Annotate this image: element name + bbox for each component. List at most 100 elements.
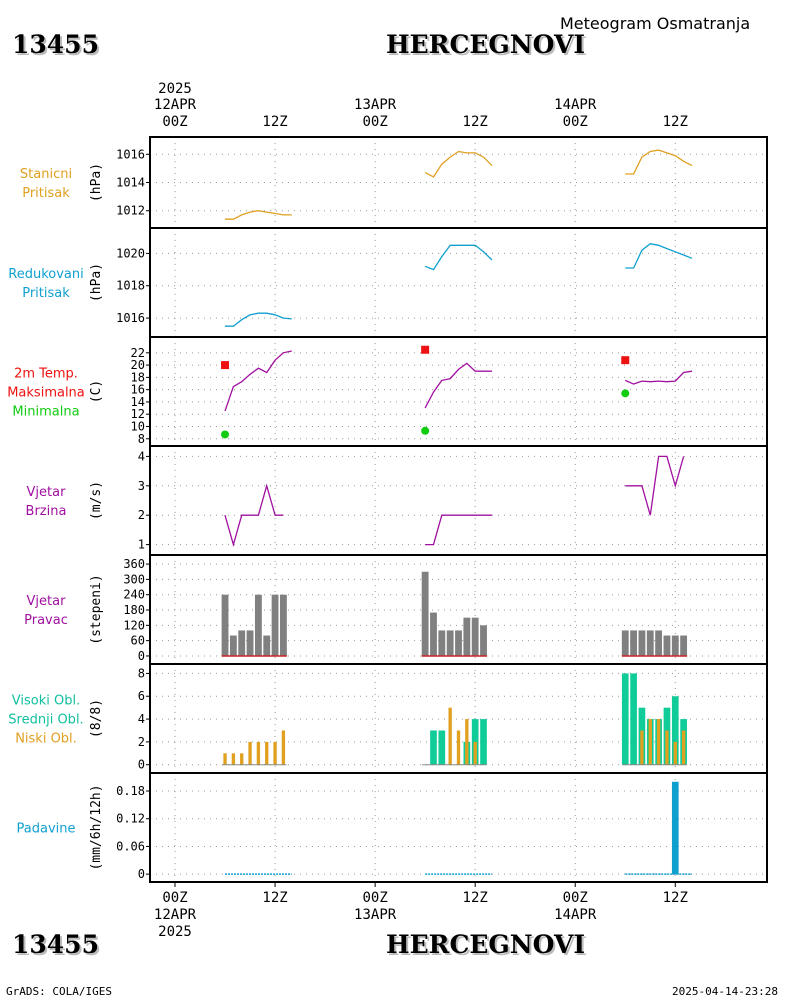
low-cloud-bar [223,753,227,765]
low-cloud-bar [673,741,677,765]
bottom-hour-label: 12Z [262,890,287,906]
bar [430,612,437,656]
y-tick-label: 60 [131,634,145,648]
series-line [625,455,685,516]
y-tick-label: 16 [131,383,145,397]
station-id-top: 13455 [12,30,99,59]
top-hour-label: 00Z [362,114,387,130]
low-cloud-bar [256,741,261,765]
series-line [625,149,693,175]
top-date-label: 14APR [554,97,597,113]
y-tick-label: 0.18 [116,784,145,798]
y-tick-label: 8 [138,432,145,446]
panel-frame [149,227,768,338]
panel-label: Pritisak [22,186,70,201]
bar [271,594,279,656]
series-line [425,514,492,546]
top-date-label: 13APR [354,97,397,113]
panel-label: Pritisak [22,286,70,301]
low-cloud-bar [231,753,236,765]
panel-label: Redukovani [8,267,83,282]
tmin-marker [221,430,230,439]
y-tick-label: 360 [123,557,145,571]
y-tick-label: 6 [138,689,145,703]
tmax-marker [221,361,230,370]
low-cloud-bar [456,730,461,765]
series-line [625,243,693,269]
bar [279,594,287,656]
low-cloud-bar [273,741,277,765]
y-tick-label: 0 [138,867,145,881]
y-tick-label: 3 [138,479,145,493]
y-tick-label: 4 [138,712,145,726]
top-hour-label: 00Z [162,114,187,130]
bar [621,630,629,656]
bar [671,635,679,656]
y-tick-label: 0 [138,758,145,772]
panel-frame [149,445,768,556]
panel-frame [149,772,768,883]
panel-label: Niski Obl. [15,732,77,747]
bar [438,630,446,656]
bar [655,630,663,656]
series-line [424,362,492,409]
high-cloud-bar [621,673,629,765]
series-line [224,483,284,547]
top-hour-label: 00Z [563,114,588,130]
panel-label: Visoki Obl. [12,694,80,709]
y-tick-label: 22 [131,346,145,360]
y-tick-label: 18 [131,370,145,384]
bottom-date-label: 12APR [154,907,197,923]
low-cloud-bar [473,741,477,765]
y-tick-label: 1020 [116,246,145,260]
top-year-label: 2025 [158,81,192,97]
bar [446,630,454,656]
bottom-hour-label: 12Z [663,890,688,906]
y-tick-label: 8 [138,666,145,680]
tmax-marker [421,345,430,354]
bar [254,594,262,656]
y-axis-unit: (hPa) [89,263,104,302]
y-tick-label: 4 [138,449,145,463]
series-line [224,350,292,412]
low-cloud-bar [240,753,244,765]
bar [455,630,462,656]
y-tick-label: 1018 [116,279,145,293]
y-tick-label: 12 [131,407,145,421]
top-hour-label: 12Z [663,114,688,130]
bar [421,571,429,656]
bar [480,625,487,656]
bar [680,635,688,656]
y-axis-unit: (stepeni) [89,574,104,644]
bar [663,635,671,656]
y-tick-label: 2 [138,735,145,749]
panel-label: Vjetar [27,485,67,500]
low-cloud-bar [281,730,286,765]
high-cloud-bar [630,673,637,765]
panel-label: Pravac [24,613,68,628]
high-cloud-bar [480,719,487,765]
bar [463,617,471,656]
y-tick-label: 120 [123,618,145,632]
bar [646,630,654,656]
bottom-hour-label: 00Z [563,890,588,906]
y-tick-label: 180 [123,603,145,617]
y-axis-unit: (hPa) [89,163,104,202]
low-cloud-bar [648,719,652,765]
low-cloud-bar [448,707,452,765]
y-tick-label: 0 [138,649,145,663]
tmax-marker [621,356,630,365]
low-cloud-bar [665,730,669,765]
bottom-hour-label: 12Z [463,890,488,906]
low-cloud-bar [465,719,469,765]
panel-label: 2m Temp. [14,367,78,382]
panel-label: Srednji Obl. [8,713,83,728]
y-tick-label: 1 [138,538,145,552]
series-line [424,244,493,271]
y-tick-label: 1014 [116,176,145,190]
bar [638,630,646,656]
bottom-hour-label: 00Z [362,890,387,906]
station-name-top: HERCEGNOVI [386,30,586,59]
chart-subtitle: Meteogram Osmatranja [560,14,751,33]
